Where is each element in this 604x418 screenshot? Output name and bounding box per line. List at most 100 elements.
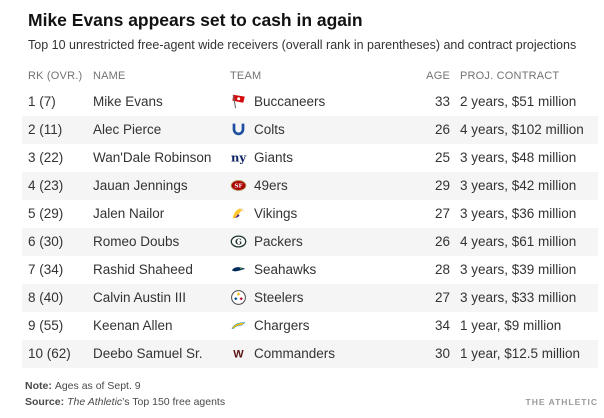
team-cell: Colts [230, 121, 420, 138]
free-agent-receivers-table: RK (OVR.) NAME TEAM AGE PROJ. CONTRACT 1… [22, 66, 598, 368]
age-cell: 30 [434, 346, 450, 362]
team-name: Packers [254, 234, 303, 250]
table-row: 1 (7) Mike Evans Buccaneers 33 2 years, … [22, 88, 598, 116]
sf-oval-icon: SF [230, 177, 247, 194]
team-cell: W Commanders [230, 345, 420, 362]
svg-text:G: G [235, 237, 242, 247]
age-cell: 33 [434, 94, 450, 110]
team-name: Vikings [254, 206, 298, 222]
age-cell: 28 [434, 262, 450, 278]
team-name: Seahawks [254, 262, 317, 278]
table-header-row: RK (OVR.) NAME TEAM AGE PROJ. CONTRACT [22, 66, 598, 86]
pirate-flag-icon [230, 93, 247, 110]
contract-cell: 3 years, $42 million [460, 178, 577, 194]
g-oval-icon: G [230, 233, 247, 250]
column-header-name: NAME [93, 69, 126, 82]
seahawk-icon [230, 261, 247, 278]
team-name: Colts [254, 122, 285, 138]
table-body: 1 (7) Mike Evans Buccaneers 33 2 years, … [22, 88, 598, 368]
age-cell: 27 [434, 206, 450, 222]
team-name: Steelers [254, 290, 304, 306]
age-cell: 27 [434, 290, 450, 306]
team-cell: Seahawks [230, 261, 420, 278]
source-line: Source: The Athletic’s Top 150 free agent… [25, 395, 598, 409]
age-cell: 34 [434, 318, 450, 334]
source-label: Source: [25, 395, 65, 408]
contract-cell: 4 years, $102 million [460, 122, 584, 138]
rank-cell: 5 (29) [28, 206, 64, 222]
rank-cell: 4 (23) [28, 178, 64, 194]
svg-text:ny: ny [231, 151, 246, 165]
player-name: Jauan Jennings [93, 178, 188, 194]
rank-cell: 1 (7) [28, 94, 56, 110]
team-name: Giants [254, 150, 294, 166]
contract-cell: 3 years, $39 million [460, 262, 577, 278]
table-row: 8 (40) Calvin Austin III Steelers 27 3 y… [22, 283, 598, 312]
player-name: Jalen Nailor [93, 206, 165, 222]
rank-cell: 9 (55) [28, 318, 64, 334]
age-cell: 25 [434, 150, 450, 166]
contract-cell: 1 year, $12.5 million [460, 346, 581, 362]
rank-cell: 10 (62) [28, 346, 71, 362]
page-title: Mike Evans appears set to cash in again [28, 10, 363, 30]
rank-cell: 3 (22) [28, 150, 64, 166]
steelers-hypocycloids-icon [230, 289, 247, 306]
contract-cell: 4 years, $61 million [460, 234, 577, 250]
w-monogram-icon: W [230, 345, 247, 362]
table-row: 7 (34) Rashid Shaheed Seahawks 28 3 year… [22, 256, 598, 284]
team-name: Commanders [254, 346, 336, 362]
team-cell: Chargers [230, 317, 420, 334]
lightning-bolt-icon [230, 317, 247, 334]
age-cell: 26 [434, 122, 450, 138]
rank-cell: 6 (30) [28, 234, 64, 250]
player-name: Rashid Shaheed [93, 262, 193, 278]
team-name: 49ers [254, 178, 288, 194]
contract-cell: 3 years, $36 million [460, 206, 577, 222]
source-publication: The Athletic [67, 395, 123, 408]
note-label: Note: [25, 379, 52, 392]
contract-cell: 3 years, $33 million [460, 290, 577, 306]
note-line: Note: Ages as of Sept. 9 [25, 379, 598, 393]
table-row: 6 (30) Romeo Doubs G Packers 26 4 years,… [22, 227, 598, 256]
team-cell: Buccaneers [230, 93, 420, 110]
team-cell: G Packers [230, 233, 420, 250]
table-row: 2 (11) Alec Pierce Colts 26 4 years, $10… [22, 115, 598, 144]
ny-monogram-icon: ny [230, 149, 247, 166]
page: Mike Evans appears set to cash in again … [22, 10, 598, 409]
source-rest: ’s Top 150 free agents [122, 395, 226, 408]
player-name: Calvin Austin III [93, 290, 187, 306]
player-name: Romeo Doubs [93, 234, 180, 250]
contract-cell: 3 years, $48 million [460, 150, 577, 166]
player-name: Keenan Allen [93, 318, 173, 334]
contract-cell: 1 year, $9 million [460, 318, 562, 334]
column-header-age: AGE [426, 69, 450, 82]
viking-head-icon [230, 205, 247, 222]
age-cell: 26 [434, 234, 450, 250]
table-footer: Note: Ages as of Sept. 9 Source: The Athle… [25, 379, 598, 409]
table-row: 4 (23) Jauan Jennings SF 49ers 29 3 year… [22, 171, 598, 200]
table-row: 9 (55) Keenan Allen Chargers 34 1 year, … [22, 312, 598, 340]
table-row: 3 (22) Wan'Dale Robinson ny Giants 25 3 … [22, 144, 598, 172]
page-subtitle: Top 10 unrestricted free-agent wide rece… [28, 38, 577, 52]
player-name: Mike Evans [93, 94, 163, 110]
rank-cell: 2 (11) [28, 122, 63, 138]
horseshoe-icon [230, 121, 247, 138]
player-name: Deebo Samuel Sr. [93, 346, 203, 362]
column-header-rank: RK (OVR.) [28, 69, 83, 82]
team-name: Chargers [254, 318, 310, 334]
contract-cell: 2 years, $51 million [460, 94, 577, 110]
publisher-credit: THE ATHLETIC [525, 396, 598, 407]
note-text: Ages as of Sept. 9 [54, 379, 141, 392]
team-cell: Steelers [230, 289, 420, 306]
svg-text:W: W [233, 349, 244, 361]
column-header-contract: PROJ. CONTRACT [460, 69, 560, 82]
rank-cell: 8 (40) [28, 290, 64, 306]
team-name: Buccaneers [254, 94, 326, 110]
table-row: 5 (29) Jalen Nailor Vikings 27 3 years, … [22, 200, 598, 228]
player-name: Alec Pierce [93, 122, 162, 138]
source-text: Source: The Athletic’s Top 150 free agent… [25, 395, 225, 409]
rank-cell: 7 (34) [28, 262, 64, 278]
team-cell: Vikings [230, 205, 420, 222]
team-cell: SF 49ers [230, 177, 420, 194]
table-row: 10 (62) Deebo Samuel Sr. W Commanders 30… [22, 339, 598, 368]
